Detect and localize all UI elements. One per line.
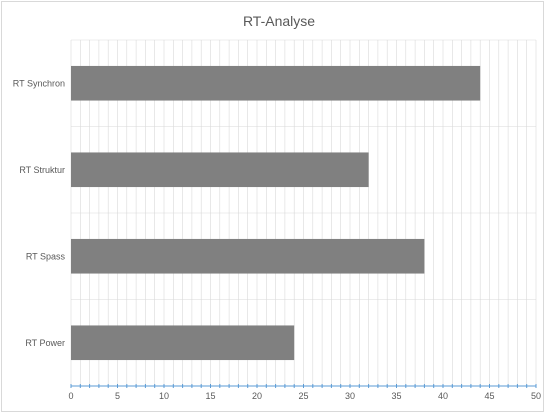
x-tick-labels: 0 5 10 15 20 25 30 35 40 45 50 <box>68 391 541 401</box>
x-tick-label: 10 <box>159 391 169 401</box>
x-tick-label: 15 <box>205 391 215 401</box>
bars <box>71 65 481 361</box>
x-tick-label: 45 <box>484 391 494 401</box>
x-tick-label: 35 <box>391 391 401 401</box>
x-tick-label: 30 <box>345 391 355 401</box>
bar <box>71 152 369 188</box>
x-tick-label: 25 <box>298 391 308 401</box>
x-tick-label: 20 <box>252 391 262 401</box>
chart-title: RT-Analyse <box>243 13 315 29</box>
x-tick-label: 50 <box>531 391 541 401</box>
category-label: RT Struktur <box>19 165 65 175</box>
bar <box>71 238 425 274</box>
category-label: RT Power <box>25 338 65 348</box>
bar <box>71 325 295 361</box>
x-tick-label: 5 <box>115 391 120 401</box>
bar <box>71 65 481 101</box>
x-tick-label: 0 <box>68 391 73 401</box>
x-tick-label: 40 <box>438 391 448 401</box>
category-label: RT Synchron <box>13 78 65 88</box>
category-labels: RT Synchron RT Struktur RT Spass RT Power <box>13 78 66 348</box>
x-axis <box>70 384 537 388</box>
category-label: RT Spass <box>26 251 66 261</box>
